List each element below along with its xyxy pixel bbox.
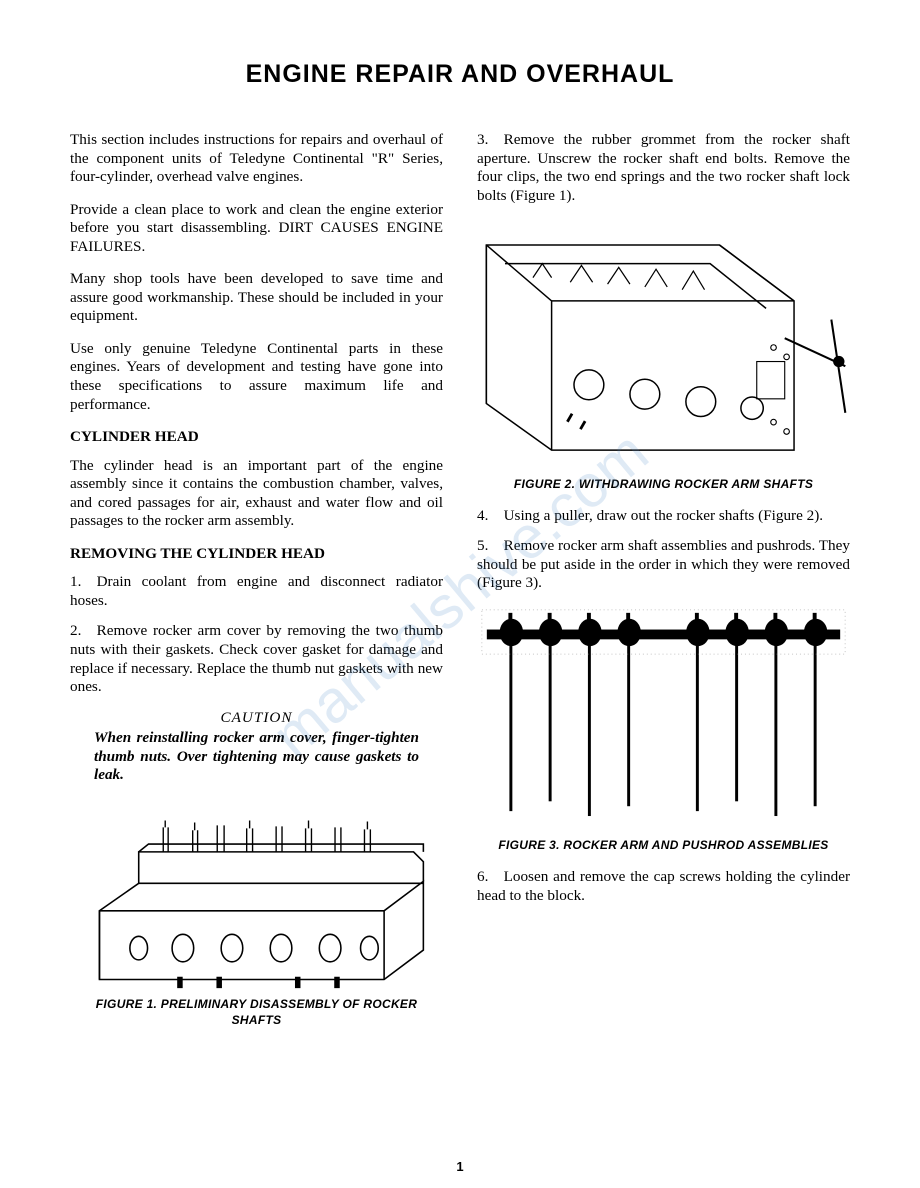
page-number: 1 <box>0 1159 920 1174</box>
step-5: 5. Remove rocker arm shaft assemblies an… <box>477 537 850 593</box>
figure-3-caption: FIGURE 3. ROCKER ARM AND PUSHROD ASSEMBL… <box>477 838 850 854</box>
caution-title: CAUTION <box>70 709 443 728</box>
cylinder-head-heading: CYLINDER HEAD <box>70 428 443 447</box>
figure-3 <box>477 605 850 831</box>
columns: This section includes instructions for r… <box>70 131 850 1042</box>
cylinder-head-paragraph: The cylinder head is an important part o… <box>70 457 443 531</box>
figure-1 <box>70 793 443 989</box>
figure-2 <box>477 217 850 469</box>
step-6: 6. Loosen and remove the cap screws hold… <box>477 868 850 905</box>
step-2: 2. Remove rocker arm cover by removing t… <box>70 622 443 696</box>
caution-body: When reinstalling rocker arm cover, fing… <box>70 729 443 785</box>
figure-1-illustration <box>70 793 443 989</box>
intro-paragraph-3: Many shop tools have been developed to s… <box>70 270 443 326</box>
left-column: This section includes instructions for r… <box>70 131 443 1042</box>
step-4: 4. Using a puller, draw out the rocker s… <box>477 507 850 526</box>
figure-1-caption: FIGURE 1. PRELIMINARY DISASSEMBLY OF ROC… <box>70 997 443 1028</box>
intro-paragraph-2: Provide a clean place to work and clean … <box>70 201 443 257</box>
figure-2-caption: FIGURE 2. WITHDRAWING ROCKER ARM SHAFTS <box>477 477 850 493</box>
intro-paragraph-1: This section includes instructions for r… <box>70 131 443 187</box>
page: manualshive.com ENGINE REPAIR AND OVERHA… <box>0 0 920 1188</box>
figure-3-illustration <box>477 605 850 831</box>
step-1: 1. Drain coolant from engine and disconn… <box>70 573 443 610</box>
page-title: ENGINE REPAIR AND OVERHAUL <box>70 60 850 89</box>
right-column: 3. Remove the rubber grommet from the ro… <box>477 131 850 1042</box>
removing-heading: REMOVING THE CYLINDER HEAD <box>70 545 443 564</box>
figure-2-illustration <box>477 217 850 469</box>
intro-paragraph-4: Use only genuine Teledyne Continental pa… <box>70 340 443 414</box>
step-3: 3. Remove the rubber grommet from the ro… <box>477 131 850 205</box>
